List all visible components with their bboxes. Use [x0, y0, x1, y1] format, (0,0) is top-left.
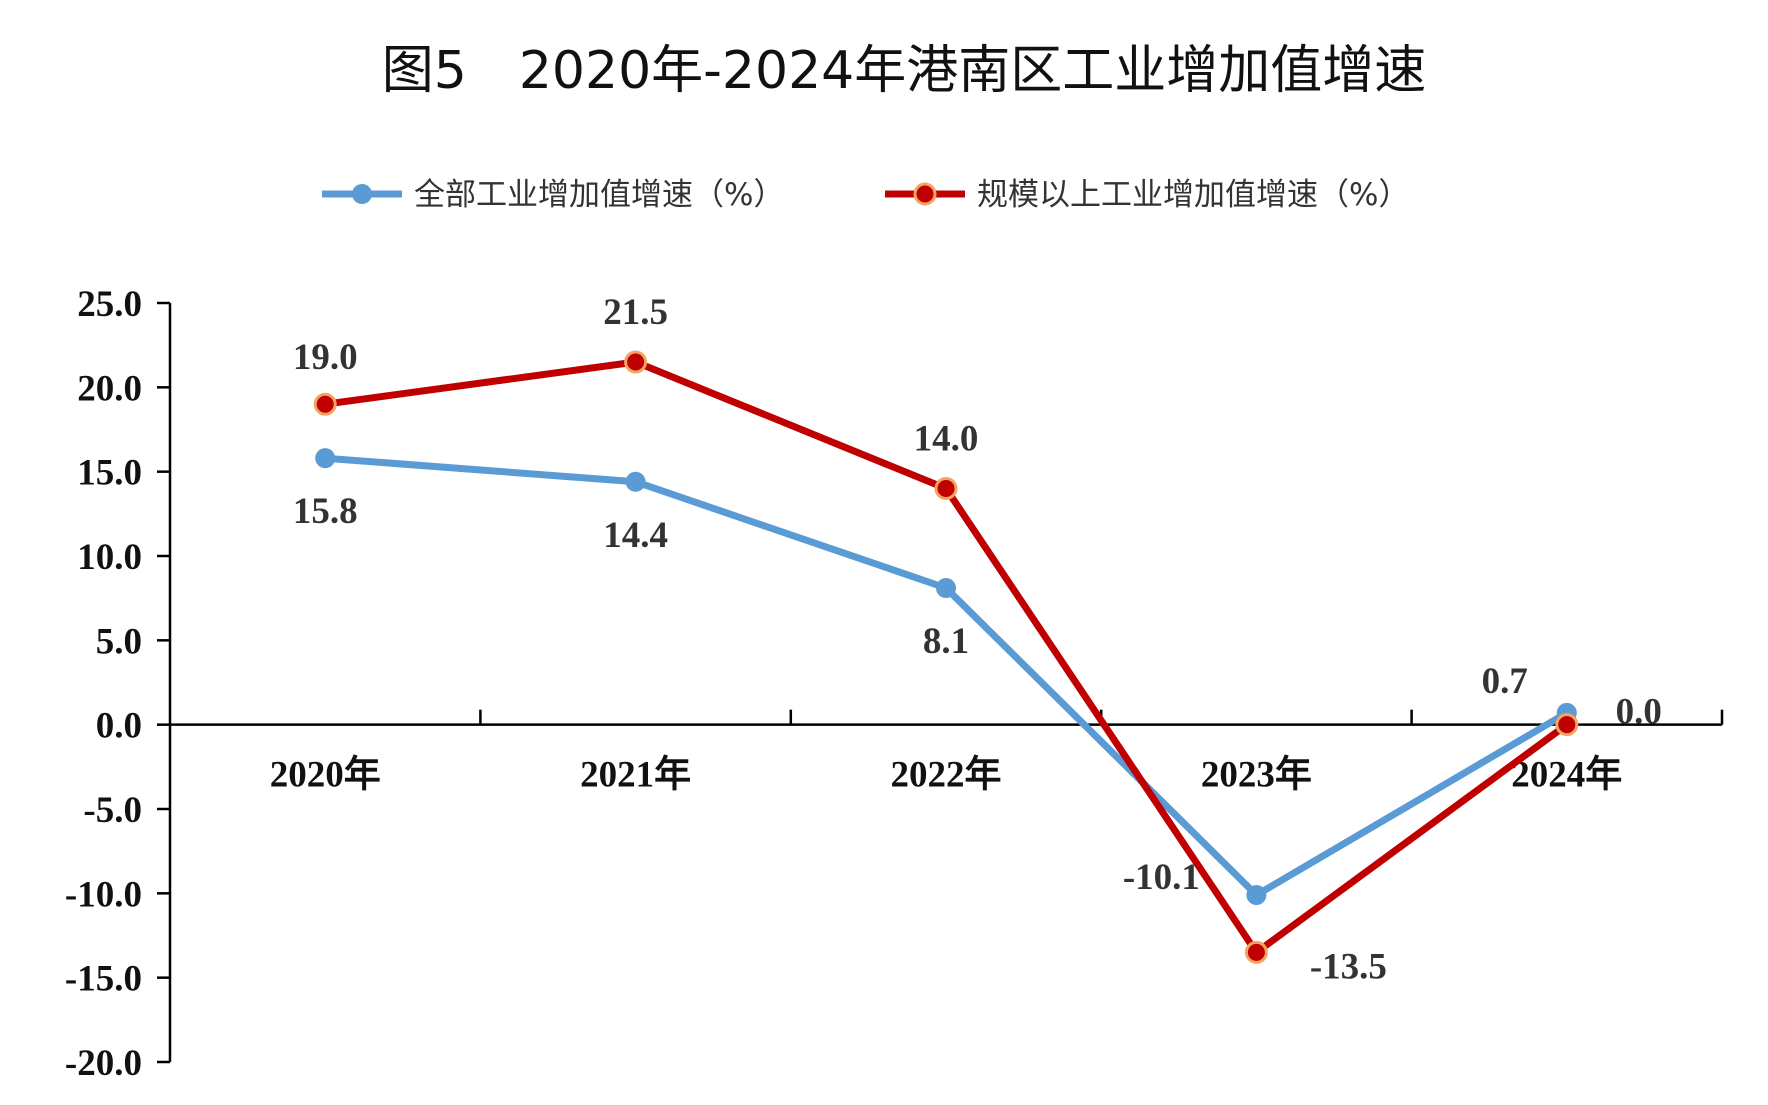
series-1-data-label: 15.8: [293, 491, 358, 532]
legend-swatch-marker-2: [913, 182, 937, 206]
series-2-data-label: 0.0: [1616, 692, 1662, 733]
y-tick-label: -5.0: [83, 790, 142, 831]
series-line-1: [321, 454, 1571, 899]
legend-label-2: 规模以上工业增加值增速（%）: [977, 177, 1409, 213]
series-2-point: [313, 392, 337, 416]
legend-label-1: 全部工业增加值增速（%）: [414, 177, 784, 213]
series-2-data-label: 14.0: [914, 419, 979, 460]
y-tick-label: 15.0: [77, 453, 142, 494]
y-tick-label: -15.0: [65, 959, 142, 1000]
x-tick-label: 2022年: [891, 754, 1002, 796]
series-2-point: [1555, 713, 1579, 737]
y-tick-label: 10.0: [77, 537, 142, 578]
series-layer: [313, 350, 1579, 964]
series-2-data-label: 21.5: [603, 292, 668, 333]
x-tick-label: 2021年: [580, 754, 691, 796]
legend-swatch-marker-1: [352, 184, 372, 204]
axes: 25.0 20.0 15.0 10.0 5.0 0.0 -5.0 -10.0 -15.0 -20.…: [65, 284, 1724, 1084]
series-1-point: [936, 578, 956, 599]
series-2-data-label: 19.0: [293, 337, 358, 378]
series-1-data-label: -10.1: [1123, 857, 1200, 898]
x-tick-label: 2024年: [1511, 754, 1622, 796]
y-tick-label: 25.0: [77, 284, 142, 325]
series-1-point: [625, 471, 646, 492]
series-2-point: [1244, 940, 1268, 964]
series-2-point: [624, 350, 648, 374]
legend: 全部工业增加值增速（%） 规模以上工业增加值增速（%）: [322, 177, 1409, 213]
y-tick-label: 0.0: [96, 706, 142, 747]
y-tick-label: -10.0: [65, 874, 142, 915]
x-tick-label: 2020年: [270, 754, 381, 796]
series-1-data-label: 14.4: [603, 515, 668, 556]
series-1-data-label: 8.1: [923, 621, 969, 662]
chart-title: 图5 2020年-2024年港南区工业增加值增速: [382, 41, 1427, 101]
y-tick-label: 20.0: [77, 368, 142, 409]
y-tick-label: 5.0: [96, 621, 142, 662]
series-2-point: [934, 477, 958, 501]
series-1-data-label: 0.7: [1482, 661, 1528, 702]
series-1-point: [1246, 885, 1267, 906]
series-2-data-label: -13.5: [1310, 946, 1387, 987]
x-tick-label: 2023年: [1201, 754, 1312, 796]
labels-layer: 15.8 14.4 8.1 -10.1 0.7 19.0 21.5 14.0 -13.5 0.0: [293, 292, 1662, 987]
y-tick-label: -20.0: [65, 1043, 142, 1084]
series-1-point: [315, 448, 336, 469]
